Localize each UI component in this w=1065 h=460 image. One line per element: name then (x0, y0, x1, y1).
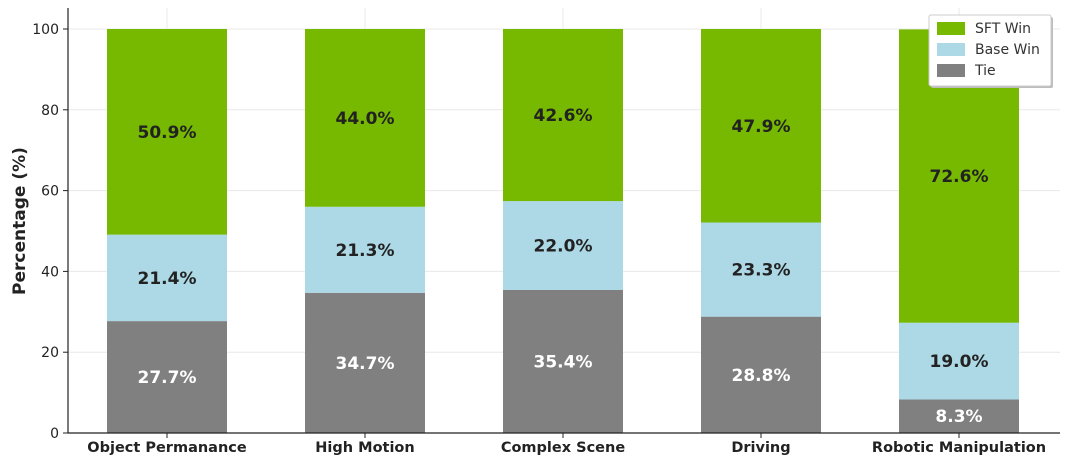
bar-segment-sft-win (107, 29, 227, 235)
bar-segment-base-win (107, 234, 227, 322)
data-label-sft-win: 72.6% (930, 167, 989, 187)
data-label-tie: 34.7% (336, 354, 395, 374)
data-label-base-win: 21.3% (336, 241, 395, 261)
y-tick-label: 0 (50, 426, 59, 442)
bar-segment-sft-win (305, 29, 425, 207)
data-label-tie: 35.4% (534, 352, 593, 372)
data-labels: 27.7% 21.4% 50.9% 34.7% 21.3% 44.0% 35.4% 22.0%… (138, 106, 989, 427)
legend-swatch (937, 64, 965, 77)
data-label-tie: 28.8% (732, 366, 791, 386)
bars (107, 29, 1019, 433)
legend: SFT Win Base Win Tie (928, 14, 1053, 88)
y-axis-title: Percentage (%) (10, 147, 30, 295)
data-label-sft-win: 42.6% (534, 106, 593, 126)
axes: 0 20 40 60 80 100 Object Permanance High Motion… (32, 8, 1060, 456)
bar-segment-tie (107, 321, 227, 433)
data-label-base-win: 19.0% (930, 352, 989, 372)
data-label-sft-win: 47.9% (732, 117, 791, 137)
data-label-base-win: 23.3% (732, 261, 791, 281)
y-tick-label: 80 (41, 103, 59, 119)
x-tick-label: Object Permanance (87, 440, 247, 456)
data-label-sft-win: 50.9% (138, 123, 197, 143)
bar-segment-tie (503, 289, 623, 433)
x-tick-label: High Motion (315, 440, 414, 456)
legend-label: SFT Win (975, 21, 1031, 37)
x-tick-label: Complex Scene (501, 440, 625, 456)
x-tick-label: Driving (731, 440, 790, 456)
bar-segment-base-win (899, 322, 1019, 400)
data-label-tie: 27.7% (138, 368, 197, 388)
legend-swatch (937, 43, 965, 56)
legend-label: Base Win (975, 42, 1040, 58)
bar-segment-base-win (305, 206, 425, 293)
bar-segment-base-win (701, 222, 821, 317)
y-tick-label: 100 (32, 22, 59, 38)
x-tick-label: Robotic Manipulation (872, 440, 1046, 456)
bar-segment-tie (899, 399, 1019, 433)
y-tick-label: 20 (41, 345, 59, 361)
bar-segment-sft-win (503, 29, 623, 202)
y-tick-label: 60 (41, 184, 59, 200)
legend-swatch (937, 22, 965, 35)
y-tick-label: 40 (41, 264, 59, 280)
data-label-base-win: 22.0% (534, 237, 593, 257)
bar-segment-base-win (503, 201, 623, 290)
data-label-sft-win: 44.0% (336, 109, 395, 129)
data-label-tie: 8.3% (935, 407, 982, 427)
bar-segment-tie (701, 316, 821, 433)
bar-segment-sft-win (701, 29, 821, 223)
bar-segment-tie (305, 292, 425, 433)
legend-label: Tie (974, 63, 996, 79)
data-label-base-win: 21.4% (138, 269, 197, 289)
